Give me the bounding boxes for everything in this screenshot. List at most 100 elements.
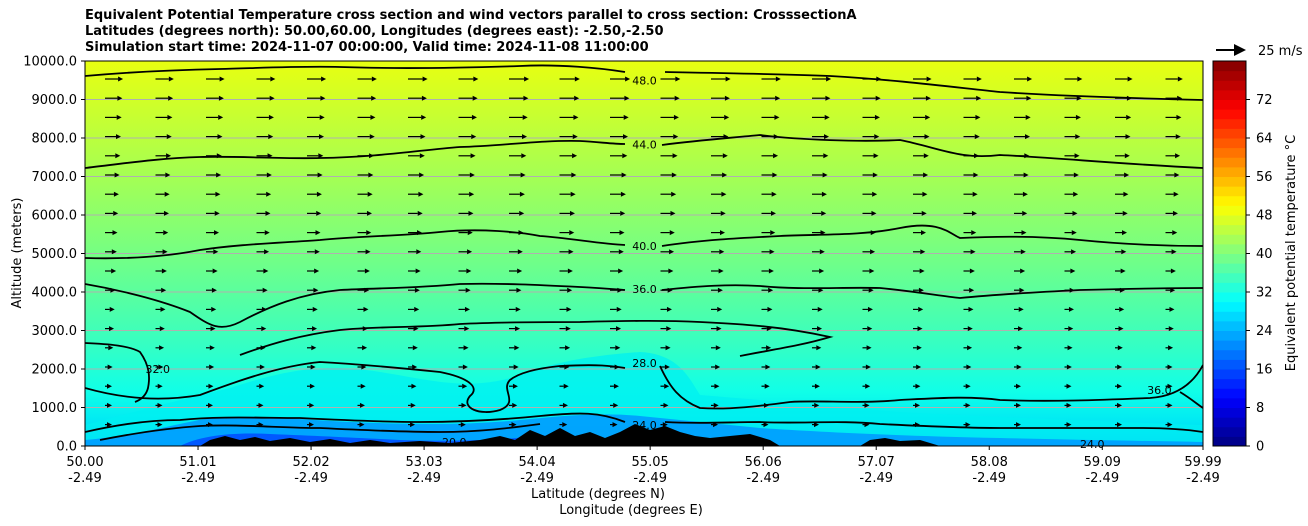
wind-arrow-head: [1066, 422, 1072, 428]
colorbar-segment: [1213, 89, 1246, 100]
wind-arrow-head: [1025, 114, 1031, 120]
colorbar-tick-label: 72: [1256, 93, 1273, 108]
wind-arrow-head: [1123, 191, 1129, 197]
contour-label: 36.0: [632, 283, 657, 296]
wind-arrow-head: [413, 326, 419, 332]
wind-arrow-head: [371, 95, 377, 101]
wind-arrow-head: [724, 114, 730, 120]
wind-arrow-head: [118, 76, 124, 82]
wind-arrow-head: [617, 287, 623, 293]
wind-arrow-head: [1018, 326, 1024, 332]
wind-arrow-head: [1172, 210, 1178, 216]
wind-arrow-head: [521, 153, 527, 159]
colorbar-segment: [1213, 138, 1246, 149]
wind-arrow-head: [512, 402, 518, 408]
wind-arrow-head: [419, 153, 425, 159]
x-tick-label-lon: -2.49: [1186, 471, 1220, 486]
wind-arrow-head: [917, 326, 923, 332]
y-tick-label: 1000.0: [32, 401, 78, 416]
x-tick-label-lon: -2.49: [859, 471, 893, 486]
colorbar-segment: [1213, 311, 1246, 322]
wind-arrow-head: [766, 345, 772, 351]
wind-arrow-head: [110, 287, 116, 293]
wind-arrow-head: [865, 383, 871, 389]
contour-28: [85, 361, 1203, 413]
colorbar-tick-label: 16: [1256, 363, 1273, 378]
colorbar-segment: [1213, 320, 1246, 331]
colorbar-segment: [1213, 282, 1246, 293]
wind-arrow-head: [1016, 422, 1021, 428]
wind-arrow-head: [771, 191, 777, 197]
colorbar-segment: [1213, 330, 1246, 341]
wind-arrow-head: [1070, 268, 1076, 274]
wind-arrow-head: [563, 383, 569, 389]
wind-arrow-head: [619, 230, 625, 236]
wind-arrow-head: [1023, 172, 1029, 178]
wind-arrow-head: [722, 153, 728, 159]
wind-arrow-head: [1021, 230, 1027, 236]
wind-arrow-head: [923, 153, 929, 159]
wind-arrow-head: [567, 287, 573, 293]
wind-arrow-head: [1068, 326, 1074, 332]
wind-arrow-head: [723, 134, 729, 140]
wind-arrow-head: [514, 345, 520, 351]
wind-arrow-head: [158, 364, 164, 370]
wind-arrow-head: [1073, 172, 1079, 178]
wind-arrow-head: [565, 326, 571, 332]
wind-arrow-head: [916, 364, 922, 370]
wind-arrow-head: [765, 364, 771, 370]
wind-arrow-head: [664, 364, 670, 370]
y-tick-label: 3000.0: [32, 324, 78, 339]
wind-arrow-head: [915, 383, 921, 389]
wind-arrow-head: [270, 76, 276, 82]
contour-labels: 48.0 44.0 40.0 36.0 28.0 32.0 36.0 24.0 20.0 24.0: [145, 74, 1171, 451]
wind-arrow-head: [1167, 422, 1173, 428]
wind-arrow-head: [568, 249, 574, 255]
wind-arrow-head: [512, 383, 518, 389]
wind-arrow-head: [261, 306, 267, 312]
wind-arrow-head: [1069, 287, 1075, 293]
wind-arrow-head: [725, 76, 731, 82]
wind-arrow-head: [565, 345, 571, 351]
y-tick-label: 4000.0: [32, 286, 78, 301]
wind-arrow-head: [623, 114, 629, 120]
x-tick-label-lon: -2.49: [68, 471, 102, 486]
wind-arrow-head: [165, 172, 171, 178]
wind-arrow-head: [316, 191, 322, 197]
wind-arrow-head: [470, 153, 476, 159]
wind-arrow-head: [369, 134, 375, 140]
contour-lines: [85, 64, 1203, 441]
wind-arrow-head: [574, 76, 580, 82]
wind-arrow-head: [415, 268, 421, 274]
title-line-3: Simulation start time: 2024-11-07 00:00:…: [85, 40, 649, 55]
wind-arrow-head: [615, 345, 621, 351]
wind-arrow-head: [267, 153, 273, 159]
wind-arrow-head: [669, 249, 675, 255]
y-tick-label: 10000.0: [23, 55, 77, 70]
y-axis-label: Altitude (meters): [10, 198, 25, 309]
wind-arrow-head: [469, 172, 475, 178]
wind-arrow-head: [359, 402, 365, 408]
wind-arrow-head: [314, 249, 320, 255]
wind-arrow-head: [818, 287, 824, 293]
wind-arrow-head: [924, 134, 930, 140]
wind-arrow-head: [519, 210, 525, 216]
wind-arrow-head: [772, 172, 778, 178]
wind-arrow-head: [814, 383, 820, 389]
wind-arrow-head: [417, 210, 423, 216]
wind-arrow-head: [1071, 249, 1077, 255]
wind-arrow-head: [663, 402, 669, 408]
wind-arrow-head: [467, 249, 473, 255]
wind-arrow-head: [876, 76, 882, 82]
wind-arrow-head: [212, 268, 218, 274]
contour-44: [85, 134, 1203, 169]
y-tick-label: 6000.0: [32, 209, 78, 224]
wind-arrow-head: [1017, 345, 1023, 351]
wind-arrow-head: [163, 230, 169, 236]
contour-label: 36.0: [1147, 384, 1172, 397]
wind-arrow-head: [662, 422, 668, 428]
wind-arrow-head: [517, 268, 523, 274]
wind-arrow-head: [1126, 95, 1132, 101]
wind-arrow-head: [1119, 306, 1125, 312]
